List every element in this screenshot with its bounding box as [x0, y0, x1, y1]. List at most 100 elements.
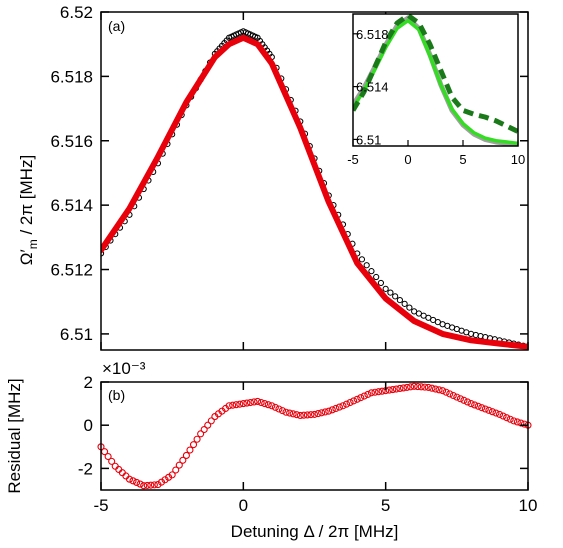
residual-point: [140, 482, 148, 490]
data-point: [377, 279, 385, 287]
residual-point: [410, 382, 418, 390]
data-point: [463, 329, 470, 336]
residual-point: [179, 456, 187, 464]
residual-point: [453, 393, 461, 401]
residual-point: [353, 395, 361, 403]
data-point: [368, 268, 375, 275]
residual-point: [232, 401, 240, 409]
residual-point: [225, 402, 233, 410]
x-axis-title: Detuning Δ / 2π [MHz]: [231, 522, 399, 541]
panel-a-y-axis-title: Ω′m / 2π [MHz]: [17, 155, 40, 265]
data-point: [252, 33, 259, 40]
residual-point: [172, 466, 180, 474]
residual-point: [321, 408, 329, 416]
y-tick-label: 6.516: [50, 132, 93, 151]
residual-point: [314, 410, 322, 418]
inset-plot: 6.518 6.514 6.51 -5 0 5 10: [347, 13, 525, 167]
data-point: [406, 304, 413, 311]
panel-a-tag: (a): [108, 18, 125, 34]
residual-point: [328, 406, 336, 414]
residual-point: [325, 407, 333, 415]
residual-point: [293, 411, 301, 419]
residual-point: [182, 451, 190, 459]
residual-point: [456, 395, 464, 403]
residual-point: [371, 388, 379, 396]
residual-point: [503, 414, 511, 422]
panel-b-points: [97, 382, 532, 490]
residual-point: [118, 469, 126, 477]
data-point: [363, 262, 370, 269]
residual-point: [339, 402, 347, 410]
panel-b: 2 0 -2-5 0 5 10 (b) ×10⁻³ Residual [MHz] Detu…: [5, 359, 537, 541]
residual-point: [332, 404, 340, 413]
inset-x-tick-label: -5: [347, 152, 359, 167]
y-tick-label: 6.52: [60, 3, 93, 22]
residual-point: [133, 478, 141, 486]
inset-y-tick-label: 6.518: [356, 27, 389, 42]
residual-point: [143, 481, 151, 489]
panel-a-frame: [100, 11, 529, 351]
residual-point: [193, 435, 201, 443]
data-point: [392, 293, 399, 300]
residual-point: [318, 409, 326, 417]
inset-ticks: 6.518 6.514 6.51 -5 0 5 10: [347, 27, 525, 167]
residual-point: [229, 401, 237, 409]
residual-point: [189, 441, 198, 449]
dark-green-dashed: [353, 14, 518, 134]
svg-text:Ω′m / 2π [MHz]: Ω′m / 2π [MHz]: [17, 155, 40, 265]
y-tick-label: 6.514: [50, 196, 93, 215]
y-tick-label: 6.51: [60, 325, 93, 344]
residual-point: [300, 411, 308, 419]
data-point: [396, 297, 403, 304]
residual-point: [439, 387, 447, 395]
residual-point: [481, 405, 489, 413]
light-green-curve: [353, 18, 518, 146]
data-point: [387, 289, 394, 296]
residual-point: [204, 421, 212, 429]
residual-point: [168, 471, 176, 479]
residual-point: [414, 383, 422, 391]
residual-point: [407, 383, 415, 391]
inset-background: [353, 14, 518, 146]
data-point: [401, 300, 408, 307]
panel-a: 6.52 6.518 6.516 6.514 6.512 6.51 (a) Ω′m / 2…: [17, 3, 529, 351]
residual-point: [275, 405, 283, 413]
residual-point: [246, 398, 254, 407]
inset-x-tick-label: 0: [404, 152, 411, 167]
residual-point: [239, 400, 247, 408]
residual-point: [264, 401, 272, 409]
residual-point: [421, 383, 429, 391]
residual-point: [197, 430, 205, 438]
residual-point: [147, 481, 155, 489]
residual-point: [111, 462, 119, 470]
residual-point: [278, 407, 287, 415]
residual-point: [474, 402, 482, 410]
residual-point: [460, 396, 468, 404]
data-point: [434, 319, 441, 326]
residual-point: [488, 408, 496, 416]
residual-point: [510, 417, 518, 425]
residual-point: [374, 388, 383, 396]
residual-point: [268, 402, 276, 410]
x-tick-label: 10: [519, 496, 538, 515]
panel-b-ticks: 2 0 -2-5 0 5 10: [78, 373, 538, 515]
data-point: [373, 273, 380, 281]
inset-x-tick-label: 10: [511, 152, 525, 167]
residual-point: [286, 409, 294, 417]
y-axis-units: / 2π [MHz]: [17, 155, 36, 239]
x-tick-label: 0: [239, 496, 248, 515]
panel-b-y-axis-title: Residual [MHz]: [5, 378, 24, 493]
inset-curves: [353, 14, 518, 146]
residual-point: [467, 400, 475, 408]
residual-point: [150, 481, 158, 489]
residual-point: [243, 399, 251, 407]
y-axis-symbol: Ω′: [17, 249, 36, 265]
residual-point: [115, 465, 123, 474]
residual-point: [403, 383, 411, 391]
residual-point: [446, 390, 454, 398]
residual-point: [435, 386, 443, 394]
residual-point: [271, 403, 279, 411]
residual-point: [129, 477, 137, 485]
residual-point: [428, 384, 436, 392]
